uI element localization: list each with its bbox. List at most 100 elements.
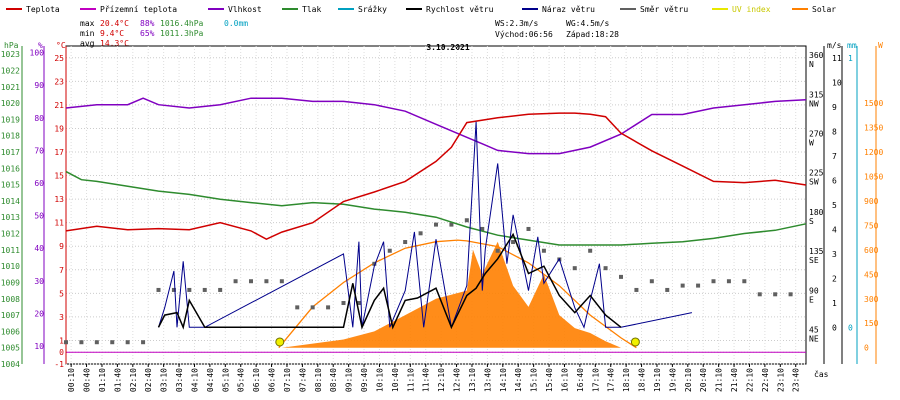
legend-label-5: Rychlost větru	[426, 5, 494, 14]
time-tick-2: 01:10	[98, 368, 107, 392]
wind-dir-point-38	[649, 279, 654, 284]
w-tick-9: 1350	[864, 124, 883, 133]
time-tick-46: 23:10	[776, 368, 785, 392]
time-tick-47: 23:40	[792, 368, 801, 392]
time-tick-20: 10:10	[375, 368, 384, 392]
sun-marker-0	[275, 337, 285, 347]
time-tick-17: 08:40	[329, 368, 338, 392]
wind-dir-point-45	[757, 292, 762, 297]
stat-avg-label: avg	[80, 39, 95, 48]
time-tick-15: 07:40	[298, 368, 307, 392]
w-tick-0: 0	[864, 344, 869, 353]
time-tick-40: 20:10	[684, 368, 693, 392]
temp-tick-6: 9	[59, 242, 64, 251]
wind-dir-point-23	[418, 231, 423, 236]
time-tick-1: 00:40	[83, 368, 92, 392]
wind-dir-point-19	[356, 301, 361, 306]
temperature-line	[65, 112, 807, 241]
time-tick-6: 03:10	[160, 368, 169, 392]
wind-dir-point-47	[788, 292, 793, 297]
wind-dir-point-36	[619, 274, 623, 279]
hum-tick-6: 70	[34, 146, 44, 155]
wind-dir-point-37	[634, 287, 639, 292]
time-tick-25: 12:40	[453, 368, 462, 392]
dir-name-8: SW	[809, 178, 819, 187]
wind-gust-line	[158, 121, 693, 330]
press-tick-7: 1011	[1, 246, 20, 255]
time-tick-31: 15:40	[545, 368, 554, 392]
dir-name-12: NW	[809, 99, 819, 108]
wind-dir-point-41	[696, 283, 701, 288]
temp-tick-8: 13	[54, 195, 64, 204]
ms-tick-11: 11	[832, 54, 842, 63]
dir-name-14: N	[809, 60, 814, 69]
temp-tick-14: 25	[54, 54, 64, 63]
ms-tick-9: 9	[832, 103, 837, 112]
hum-tick-1: 20	[34, 309, 44, 318]
wind-dir-point-12	[249, 279, 253, 284]
time-tick-7: 03:40	[175, 368, 184, 392]
wind-ws: WS:2.3m/s	[495, 19, 539, 28]
wind-dir-point-25	[449, 222, 454, 227]
ms-tick-10: 10	[832, 79, 842, 88]
wind-dir-point-21	[387, 248, 392, 253]
time-tick-36: 18:10	[622, 368, 631, 392]
press-tick-16: 1020	[1, 99, 20, 108]
time-tick-35: 17:40	[607, 368, 616, 392]
time-tick-27: 13:40	[483, 368, 492, 392]
press-tick-17: 1021	[1, 83, 20, 92]
press-tick-8: 1012	[1, 230, 20, 239]
wind-dir-point-34	[588, 248, 593, 253]
mm-tick-0: 0	[848, 323, 853, 332]
stat-avg-temp: 14.3°C	[100, 39, 129, 48]
w-tick-8: 1200	[864, 148, 883, 157]
humidity-line	[65, 97, 807, 155]
wind-dir-point-35	[603, 266, 608, 271]
legend-label-1: Přízemní teplota	[100, 5, 177, 14]
legend-label-7: Směr větru	[640, 5, 688, 14]
w-tick-1: 150	[864, 319, 879, 328]
wind-dir-point-7	[171, 287, 176, 292]
sun-marker-1	[630, 337, 640, 347]
time-tick-11: 05:40	[237, 368, 246, 392]
hum-tick-0: 10	[34, 342, 44, 351]
solar-area	[281, 241, 621, 348]
wind-dir-point-31	[541, 248, 546, 253]
wind-dir-point-44	[742, 279, 747, 284]
time-tick-30: 15:10	[530, 368, 539, 392]
ms-tick-5: 5	[832, 201, 837, 210]
dir-name-6: S	[809, 217, 814, 226]
dir-tick-4: 135	[809, 247, 824, 256]
press-tick-5: 1009	[1, 278, 20, 287]
press-tick-9: 1013	[1, 213, 20, 222]
time-tick-29: 14:40	[514, 368, 523, 392]
press-tick-4: 1008	[1, 295, 20, 304]
temp-tick-13: 23	[54, 77, 64, 86]
w-unit: W	[878, 41, 883, 50]
wind-dir-point-6	[156, 287, 161, 292]
dir-tick-12: 315	[809, 90, 824, 99]
wind-dir-point-22	[403, 240, 408, 245]
w-tick-5: 750	[864, 221, 879, 230]
wind-dir-point-13	[264, 279, 269, 284]
time-tick-3: 01:40	[113, 368, 122, 392]
time-tick-38: 19:10	[653, 368, 662, 392]
press-tick-18: 1022	[1, 66, 20, 75]
wind-dir-point-24	[434, 222, 438, 227]
stat-min-temp: 9.4°C	[100, 29, 124, 38]
time-tick-44: 22:10	[745, 368, 754, 392]
time-tick-23: 11:40	[422, 368, 431, 392]
dir-name-10: W	[809, 138, 814, 147]
time-tick-32: 16:10	[560, 368, 569, 392]
time-tick-37: 18:40	[638, 368, 647, 392]
dir-tick-8: 225	[809, 169, 824, 178]
dir-tick-2: 90	[809, 286, 819, 295]
time-tick-5: 02:40	[144, 368, 153, 392]
hum-tick-4: 50	[34, 212, 44, 221]
time-tick-45: 22:40	[761, 368, 770, 392]
time-tick-41: 20:40	[699, 368, 708, 392]
time-tick-42: 21:10	[715, 368, 724, 392]
time-tick-26: 13:10	[468, 368, 477, 392]
sunset: Západ:18:28	[566, 30, 619, 39]
